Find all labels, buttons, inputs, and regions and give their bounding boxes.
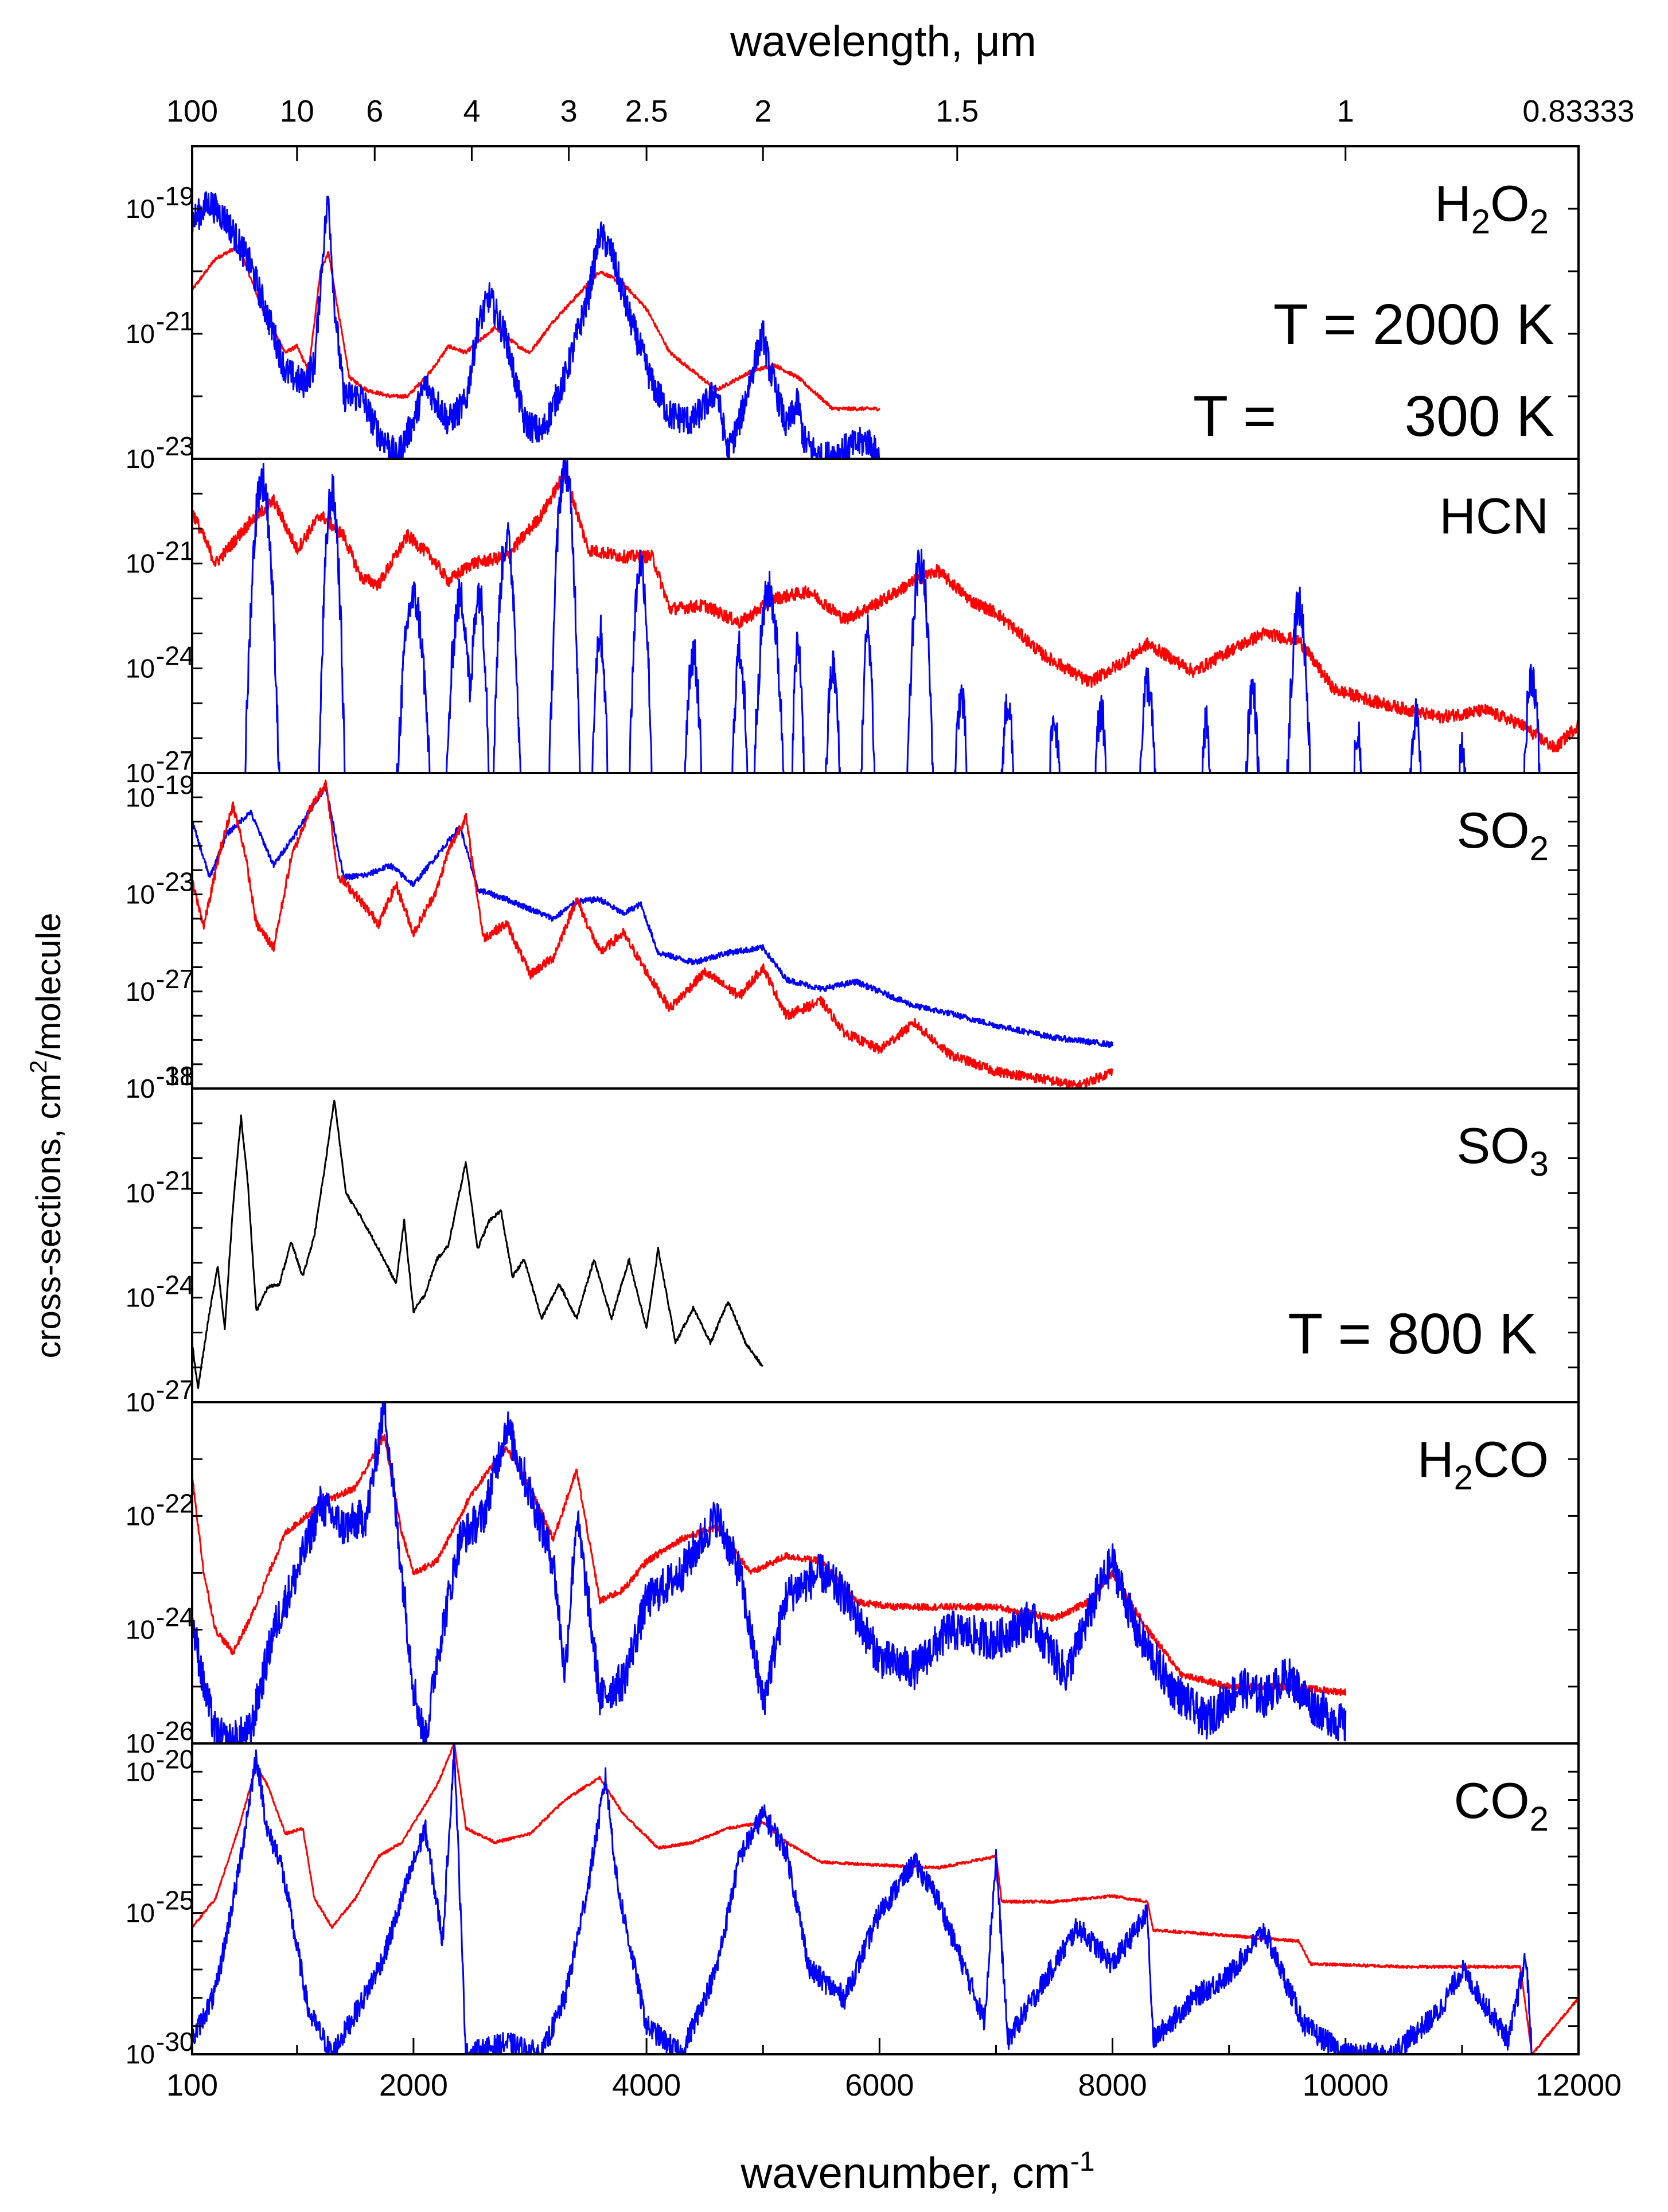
series-line-3-2 xyxy=(192,779,1113,1089)
series-line-6-2 xyxy=(192,1743,1533,2054)
molecule-label-2: HCN xyxy=(1439,487,1549,544)
bottom-axis-ticks: 100 2000 4000 6000 8000 10000 12000 xyxy=(166,2038,1622,2102)
panel-frame-6 xyxy=(191,1742,1580,2055)
top-tick-label: 1.5 xyxy=(936,94,979,128)
ytick-exp: -22 xyxy=(156,1488,194,1518)
xtick-label: 2000 xyxy=(379,2068,448,2102)
panel-frame-5 xyxy=(191,1401,1580,1745)
legend-2000k: T = 2000 K xyxy=(1273,292,1554,357)
ytick-label: 10 xyxy=(126,319,155,349)
ytick-exp: -19 xyxy=(156,770,194,799)
top-axis-ticks: 100 10 6 4 3 2.5 2 1.5 1 0.83333 xyxy=(166,94,1635,161)
xtick-label: 10000 xyxy=(1303,2068,1389,2102)
top-tick-label: 6 xyxy=(366,94,383,128)
ytick-exp: -21 xyxy=(156,1165,194,1195)
legend-300k-prefix: T = xyxy=(1193,384,1276,448)
bottom-axis-title: wavenumber, cm-1 xyxy=(740,2147,1094,2198)
ytick-label: 10 xyxy=(126,1387,155,1417)
ytick-exp: -24 xyxy=(156,641,194,670)
ytick-label: 10 xyxy=(126,977,155,1006)
legend-300k-value: 300 K xyxy=(1405,384,1554,448)
ytick-label: 10 xyxy=(126,1501,155,1531)
xtick-label: 8000 xyxy=(1078,2068,1147,2102)
series-line-2-1 xyxy=(192,467,1579,752)
ytick-label: 10 xyxy=(126,1898,155,1928)
ytick-label: 10 xyxy=(126,1178,155,1208)
ytick-exp: -26 xyxy=(156,1716,194,1746)
ytick-label: 10 xyxy=(126,1757,155,1786)
ytick-label: 10 xyxy=(126,194,155,224)
ytick-label: 10 xyxy=(126,1283,155,1313)
series-line-2-2 xyxy=(244,459,1541,773)
ytick-exp: -24 xyxy=(156,1602,194,1632)
ytick-label: 10 xyxy=(126,782,155,812)
top-tick-label: 0.83333 xyxy=(1522,94,1634,128)
top-tick-label: 2 xyxy=(754,94,771,128)
y-axis-title: cross-sections, cm2/molecule xyxy=(25,913,68,1359)
top-tick-label: 3 xyxy=(560,94,578,128)
series-line-3-1 xyxy=(192,786,1114,1048)
ytick-exp: -27 xyxy=(156,746,194,775)
ytick-exp: -23 xyxy=(156,867,194,897)
molecule-label-4: SO3 xyxy=(1456,1117,1549,1183)
xtick-label: 12000 xyxy=(1536,2068,1622,2102)
ytick-label: 10 xyxy=(126,549,155,579)
ytick-exp: -18 xyxy=(156,1061,194,1091)
ytick-exp: -27 xyxy=(156,964,194,994)
top-axis-title: wavelength, μm xyxy=(730,17,1036,66)
molecule-label-3: SO2 xyxy=(1456,802,1549,868)
ytick-label: 10 xyxy=(126,2039,155,2069)
ytick-exp: -20 xyxy=(156,1744,194,1774)
series-line-6-1 xyxy=(192,1743,1579,2054)
top-tick-label: 100 xyxy=(166,94,218,128)
xtick-label: 100 xyxy=(166,2068,218,2102)
ytick-exp: -24 xyxy=(156,1270,194,1300)
ytick-label: 10 xyxy=(126,444,155,474)
top-tick-label: 10 xyxy=(280,94,314,128)
legend-800k: T = 800 K xyxy=(1288,1302,1537,1366)
xtick-label: 6000 xyxy=(845,2068,914,2102)
ytick-label: 10 xyxy=(126,1074,155,1103)
ytick-label: 10 xyxy=(126,653,155,683)
ytick-label: 10 xyxy=(126,1729,155,1758)
top-tick-label: 4 xyxy=(463,94,480,128)
series-line-1-1 xyxy=(192,244,880,412)
series-line-5-1 xyxy=(192,1434,1347,1696)
ytick-label: 10 xyxy=(126,880,155,910)
ytick-exp: -31 xyxy=(156,1061,194,1091)
top-tick-label: 2.5 xyxy=(625,94,668,128)
ytick-exp: -21 xyxy=(156,306,194,336)
series-line-5-2 xyxy=(192,1402,1347,1743)
top-tick-label: 1 xyxy=(1337,94,1354,128)
ytick-label: 10 xyxy=(126,1074,155,1103)
ytick-exp: -19 xyxy=(156,181,194,211)
ytick-label: 10 xyxy=(126,1615,155,1645)
xtick-label: 4000 xyxy=(612,2068,681,2102)
series-line-1-2 xyxy=(192,191,880,459)
ytick-exp: -23 xyxy=(156,431,194,461)
ytick-label: 10 xyxy=(126,758,155,788)
series-line-4-1 xyxy=(192,1099,763,1389)
panel-frame-3 xyxy=(191,772,1580,1090)
molecule-label-6: CO2 xyxy=(1454,1772,1549,1838)
ytick-exp: -21 xyxy=(156,536,194,566)
molecule-label-1: H2O2 xyxy=(1435,175,1549,241)
ytick-exp: -27 xyxy=(156,1375,194,1405)
ytick-exp: -30 xyxy=(156,2027,194,2057)
molecule-label-5: H2CO xyxy=(1417,1431,1549,1497)
ytick-exp: -25 xyxy=(156,1886,194,1915)
